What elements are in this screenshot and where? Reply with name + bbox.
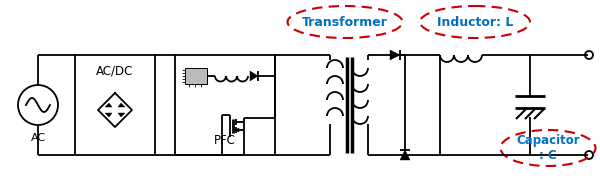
Polygon shape <box>234 128 239 132</box>
Polygon shape <box>118 113 125 117</box>
Bar <box>185 68 207 84</box>
Polygon shape <box>250 71 258 81</box>
Text: AC: AC <box>31 133 46 143</box>
Text: Capacitor
: C: Capacitor : C <box>516 134 580 162</box>
Text: Transformer: Transformer <box>302 15 388 29</box>
Bar <box>75 55 155 155</box>
Polygon shape <box>105 103 112 107</box>
Polygon shape <box>118 103 125 107</box>
Bar <box>175 55 275 155</box>
Text: Inductor: L: Inductor: L <box>437 15 513 29</box>
Polygon shape <box>400 150 410 160</box>
Polygon shape <box>390 50 400 60</box>
Text: AC/DC: AC/DC <box>97 64 134 77</box>
Polygon shape <box>105 113 112 117</box>
Text: PFC: PFC <box>214 134 236 148</box>
